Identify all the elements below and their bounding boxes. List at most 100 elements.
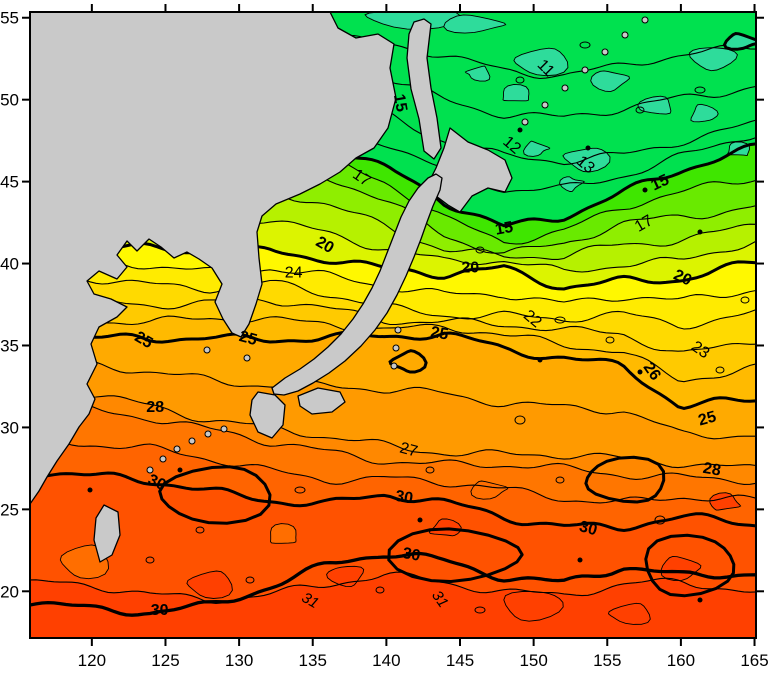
land-taiwan: [93, 504, 121, 563]
map-speck: [697, 229, 703, 235]
island-dot: [561, 84, 569, 92]
temp-band-31: [30, 572, 756, 638]
y-tick-label: 35: [0, 336, 19, 355]
warm-patch: [186, 570, 233, 599]
x-tick-label: 140: [372, 651, 400, 670]
contour-label-24: 24: [285, 265, 303, 282]
cold-patch: [464, 65, 491, 82]
x-tick-label: 130: [225, 651, 253, 670]
contour-ring: [715, 366, 725, 374]
island-dot: [203, 346, 211, 354]
contour-ring: [605, 336, 615, 344]
contour-label-31: 31: [299, 589, 322, 612]
x-tick-label: 125: [151, 651, 179, 670]
contour-line-26: [30, 359, 756, 440]
island-dot: [581, 66, 589, 74]
land-honshu: [271, 173, 443, 396]
contour-ring: [555, 476, 565, 484]
map-speck: [537, 357, 543, 363]
light-patch: [270, 523, 297, 544]
x-tick-label: 160: [667, 651, 695, 670]
contour-label-15: 15: [390, 93, 410, 114]
contour-ring: [579, 41, 591, 49]
contour-ring: [514, 415, 526, 425]
axes-layer: 120 125 130 135 140 145 150 155 160 165 20 25 30 35 40…: [0, 4, 769, 670]
cold-patch: [690, 103, 719, 123]
land-hokkaido: [427, 127, 513, 213]
bold-eddy-loop: [388, 349, 428, 374]
land-kyushu: [249, 391, 286, 439]
y-tick-label: 40: [0, 255, 19, 274]
island-dot: [204, 430, 212, 438]
x-tick-label: 145: [446, 651, 474, 670]
plot-frame: [29, 11, 757, 639]
island-dot: [541, 101, 549, 109]
bold-eddy-loop: [644, 533, 736, 598]
map-speck: [637, 369, 643, 375]
contour-label-30: 30: [401, 545, 422, 565]
contour-label-20: 20: [313, 233, 337, 257]
map-speck: [642, 187, 648, 193]
island-dot: [601, 48, 609, 56]
contour-ring: [474, 606, 486, 614]
contour-label-15: 15: [494, 219, 515, 239]
contour-ring: [375, 586, 385, 594]
contour-ring: [515, 76, 525, 84]
contour-label-30: 30: [151, 602, 169, 619]
map-speck: [417, 517, 423, 523]
land-shikoku: [297, 387, 346, 415]
contour-line-29: [30, 433, 756, 504]
contour-label-25: 25: [132, 329, 156, 353]
bold-eddy-loop: [584, 455, 666, 504]
contour-label-20: 20: [671, 267, 694, 290]
island-dot: [173, 445, 181, 453]
contour-ring: [425, 466, 435, 474]
cold-patch: [590, 70, 630, 93]
island-dot: [159, 455, 167, 463]
contour-label-20: 20: [461, 260, 479, 277]
contour-ring: [145, 556, 155, 564]
island-dot: [621, 31, 629, 39]
sea-layer: [30, 12, 756, 638]
contour-line-24: [30, 313, 756, 383]
contour-line-23: [30, 295, 756, 352]
warm-patch: [660, 555, 702, 582]
map-speck: [177, 467, 183, 473]
contour-label-28: 28: [146, 399, 164, 416]
contour-label-31: 31: [428, 587, 451, 610]
map-speck: [585, 145, 591, 151]
contour-label-30: 30: [394, 488, 415, 508]
island-dot: [188, 437, 196, 445]
contour-label-25: 25: [237, 328, 259, 349]
cold-patch: [513, 47, 569, 77]
island-dot: [390, 362, 398, 370]
contour-label-25: 25: [697, 408, 719, 429]
cold-patch: [502, 83, 530, 102]
contour-line-22: [30, 270, 756, 330]
x-tick-label: 165: [740, 651, 768, 670]
contour-line-31: [30, 571, 756, 604]
contour-label-28: 28: [702, 460, 723, 480]
contour-line-25: [30, 330, 756, 410]
contour-label-30: 30: [577, 518, 599, 539]
land-sakhalin: [406, 18, 442, 160]
x-tick-label: 150: [519, 651, 547, 670]
y-tick-label: 20: [0, 582, 19, 601]
contour-line-30-south: [30, 551, 756, 617]
contour-label-15: 15: [649, 171, 672, 194]
island-dot: [146, 466, 154, 474]
island-dot: [243, 354, 251, 362]
warm-patch: [607, 602, 651, 625]
map-speck: [517, 127, 523, 133]
contour-ring: [554, 316, 566, 324]
warm-patch: [503, 591, 564, 622]
contour-ring: [195, 526, 205, 534]
bold-eddy-loop-cold: [722, 31, 756, 51]
map-speck: [577, 557, 583, 563]
cold-patch: [364, 12, 461, 30]
x-tick-label: 120: [78, 651, 106, 670]
island-dot: [521, 118, 529, 126]
